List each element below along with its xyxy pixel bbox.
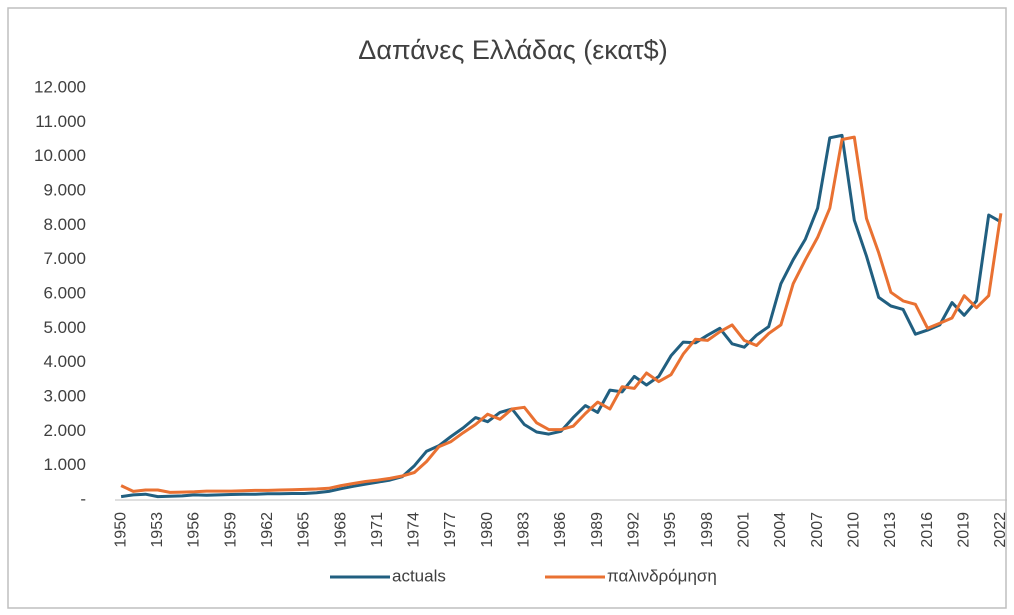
y-tick-label: 11.000 bbox=[35, 112, 86, 131]
x-tick-label: 2019 bbox=[955, 512, 972, 548]
x-tick-label: 2004 bbox=[772, 512, 789, 548]
x-tick-label: 1950 bbox=[112, 512, 129, 548]
series-line bbox=[120, 135, 1003, 494]
x-tick-label: 1986 bbox=[552, 512, 569, 548]
x-tick-label: 1953 bbox=[149, 512, 166, 548]
x-tick-label: 1983 bbox=[516, 512, 533, 548]
chart-title: Δαπάνες Ελλάδας (εκατ$) bbox=[358, 35, 667, 65]
x-tick-label: 2013 bbox=[882, 512, 899, 548]
y-tick-label: 3.000 bbox=[43, 386, 86, 405]
legend-label: παλινδρόμηση bbox=[607, 566, 717, 585]
x-tick-label: 1980 bbox=[479, 512, 496, 548]
y-tick-label: 6.000 bbox=[43, 283, 86, 302]
legend-label: actuals bbox=[392, 566, 446, 585]
chart-border bbox=[7, 7, 1007, 609]
x-tick-label: 1995 bbox=[662, 512, 679, 548]
x-tick-label: 2022 bbox=[992, 512, 1009, 548]
x-tick-label: 2016 bbox=[919, 512, 936, 548]
x-tick-label: 1956 bbox=[186, 512, 203, 548]
x-tick-label: 1998 bbox=[699, 512, 716, 548]
y-tick-label: 8.000 bbox=[43, 215, 86, 234]
y-tick-label: - bbox=[80, 489, 86, 508]
y-tick-label: 7.000 bbox=[43, 249, 86, 268]
y-tick-label: 1.000 bbox=[43, 455, 86, 474]
y-tick-label: 5.000 bbox=[43, 318, 86, 337]
series-line bbox=[120, 133, 1002, 499]
x-tick-label: 1971 bbox=[369, 512, 386, 548]
x-tick-label: 2007 bbox=[809, 512, 826, 548]
y-tick-label: 9.000 bbox=[43, 180, 86, 199]
y-tick-label: 12.000 bbox=[34, 77, 86, 96]
x-tick-label: 1965 bbox=[296, 512, 313, 548]
x-tick-label: 2001 bbox=[736, 512, 753, 548]
x-tick-label: 1968 bbox=[332, 512, 349, 548]
x-tick-label: 1977 bbox=[442, 512, 459, 548]
x-tick-label: 1962 bbox=[259, 512, 276, 548]
x-tick-label: 1989 bbox=[589, 512, 606, 548]
x-tick-label: 2010 bbox=[845, 512, 862, 548]
x-tick-label: 1992 bbox=[626, 512, 643, 548]
y-tick-label: 4.000 bbox=[43, 352, 86, 371]
x-tick-label: 1959 bbox=[222, 512, 239, 548]
y-tick-label: 10.000 bbox=[34, 146, 86, 165]
x-tick-label: 1974 bbox=[406, 512, 423, 548]
y-tick-label: 2.000 bbox=[43, 421, 86, 440]
